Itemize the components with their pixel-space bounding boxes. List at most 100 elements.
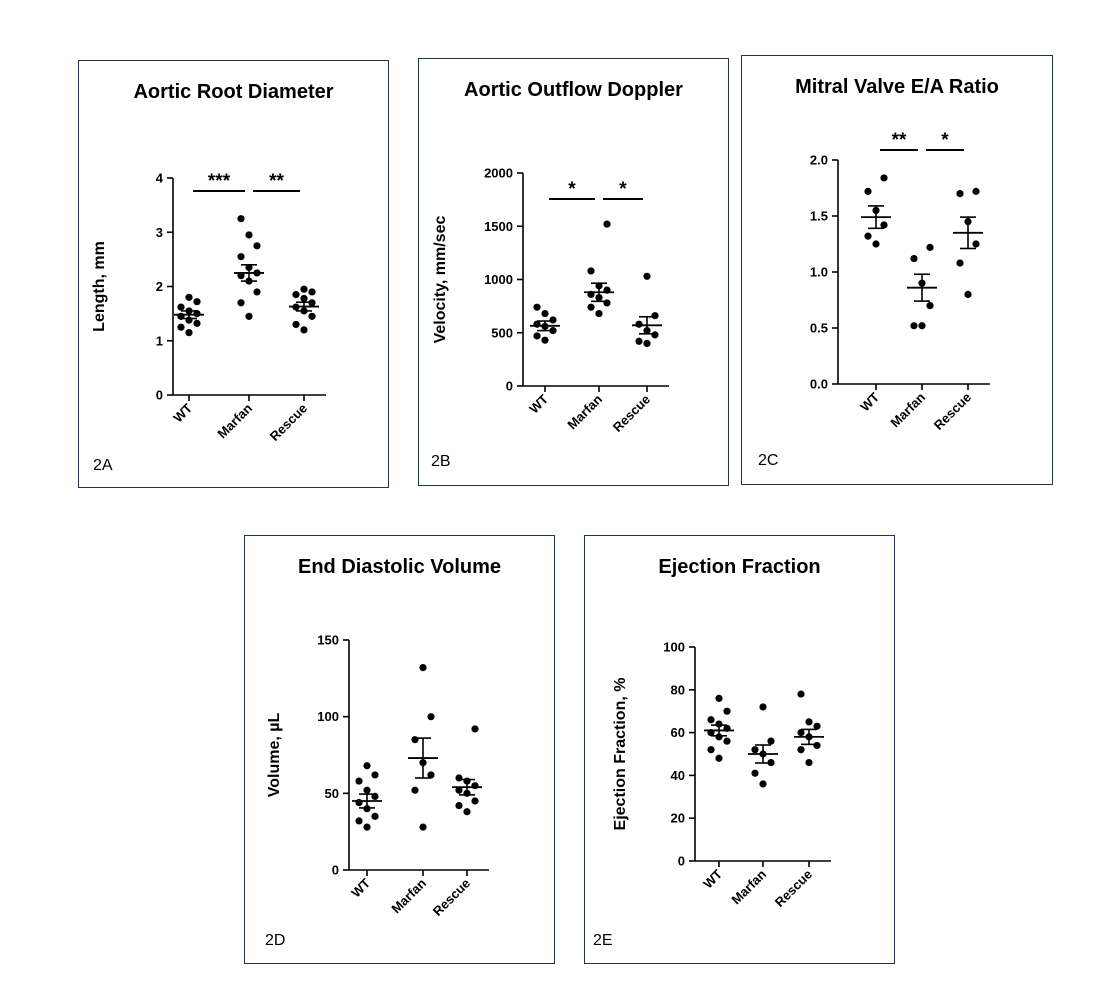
x-tick-label: Marfan (564, 391, 605, 432)
significance-stars: ** (269, 171, 284, 192)
y-tick-label: 100 (317, 709, 339, 724)
data-point (193, 298, 201, 306)
data-point (245, 312, 253, 320)
data-point (587, 303, 595, 311)
data-point (237, 272, 245, 280)
data-point (185, 329, 193, 337)
x-tick-label: Rescue (610, 392, 653, 435)
x-tick-label: WT (857, 389, 882, 414)
data-point (193, 319, 201, 327)
y-axis-label: Ejection Fraction, % (612, 678, 629, 831)
data-point (471, 725, 479, 733)
data-point (707, 716, 715, 724)
data-point (237, 299, 245, 307)
panel-2d: End Diastolic Volume 0 50 100 150 WT Marfan Re… (244, 535, 555, 964)
data-point (471, 797, 479, 805)
data-point (292, 320, 300, 329)
data-point (956, 190, 964, 198)
data-point (864, 232, 872, 240)
x-tick-label: Marfan (728, 866, 769, 907)
data-point (715, 694, 723, 702)
data-point (643, 272, 651, 280)
panel-2a: Aortic Root Diameter 0 1 2 3 4 WT Marfan Rescue… (78, 60, 389, 488)
data-point (635, 320, 643, 328)
data-point (455, 786, 463, 794)
data-point (805, 718, 813, 726)
data-point (541, 336, 549, 344)
data-point (643, 339, 651, 347)
data-point (253, 288, 261, 296)
data-point (759, 703, 767, 711)
data-point (292, 291, 300, 299)
y-axis-label: Length, mm (91, 241, 108, 332)
y-tick-label: 1000 (484, 272, 513, 287)
chart-2b: 0 500 1000 1500 2000 WT Marfan Rescue Velocity, … (432, 166, 669, 435)
data-point (813, 741, 821, 750)
data-point (751, 769, 759, 777)
data-point (759, 780, 767, 788)
y-tick-label: 50 (325, 786, 339, 801)
data-point (751, 746, 759, 754)
x-tick-label: Rescue (931, 390, 974, 433)
data-point (363, 786, 371, 794)
data-point (185, 293, 193, 301)
data-point (603, 220, 611, 228)
data-point (926, 243, 934, 251)
data-point (797, 690, 805, 698)
data-point (926, 302, 934, 310)
data-point (723, 707, 731, 715)
x-tick-label: Rescue (772, 867, 815, 910)
data-point (455, 802, 463, 810)
y-tick-label: 4 (156, 171, 164, 186)
data-point (471, 782, 479, 790)
y-tick-label: 3 (156, 225, 163, 240)
panel-2b: Aortic Outflow Doppler 0 500 1000 1500 2000 W… (418, 58, 729, 486)
panel-2c: Mitral Valve E/A Ratio 0.0 0.5 1.0 1.5 2.0 WT… (741, 55, 1053, 485)
y-tick-label: 1 (156, 333, 163, 348)
data-point (363, 762, 371, 770)
panel-label: 2C (758, 452, 779, 469)
y-axis-label: Volume, µL (266, 713, 283, 798)
data-point (533, 332, 541, 340)
data-point (419, 664, 427, 672)
data-point (411, 786, 419, 794)
data-point (308, 312, 316, 320)
chart-title: Mitral Valve E/A Ratio (795, 76, 999, 98)
data-point (427, 713, 435, 721)
data-point (635, 337, 643, 345)
data-point (797, 729, 805, 737)
x-tick-label: WT (700, 866, 725, 891)
y-tick-label: 80 (671, 682, 685, 697)
y-tick-label: 0.0 (810, 377, 828, 392)
x-tick-label: WT (348, 875, 373, 900)
data-point (864, 187, 872, 195)
x-tick-label: WT (170, 400, 195, 425)
y-tick-label: 500 (491, 325, 513, 340)
x-tick-label: Marfan (388, 875, 429, 916)
x-tick-label: Rescue (430, 876, 473, 919)
significance-stars: ** (892, 130, 907, 151)
data-point (308, 288, 316, 296)
y-tick-label: 1.0 (810, 265, 828, 280)
data-point (956, 259, 964, 267)
chart-title: End Diastolic Volume (298, 556, 501, 578)
data-point (715, 754, 723, 762)
y-tick-label: 150 (317, 633, 339, 648)
y-tick-label: 2 (156, 279, 163, 294)
data-point (300, 285, 308, 293)
data-point (300, 294, 308, 303)
y-tick-label: 100 (663, 640, 685, 655)
chart-2e: 0 20 40 60 80 100 WT Marfan Rescue Ejection Fract… (612, 640, 831, 910)
y-tick-label: 1.5 (810, 209, 828, 224)
data-point (455, 774, 463, 782)
y-tick-label: 2.0 (810, 153, 828, 168)
panel-label: 2D (265, 932, 286, 949)
data-point (363, 823, 371, 831)
data-point (355, 817, 363, 825)
data-point (872, 240, 880, 248)
panel-label: 2A (93, 457, 113, 474)
data-point (463, 808, 471, 816)
data-point (918, 322, 926, 330)
chart-title: Ejection Fraction (658, 556, 821, 578)
